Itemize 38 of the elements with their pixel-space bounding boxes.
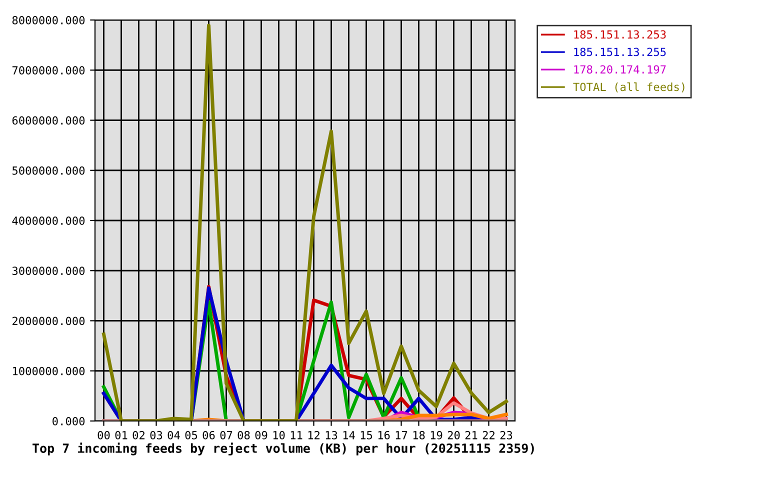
x-tick-label: 02 [132,430,144,440]
x-tick-label: 12 [308,430,320,440]
legend-label: TOTAL (all feeds) [573,82,684,92]
x-tick-label: 07 [220,430,232,440]
x-tick-label: 22 [482,430,494,440]
y-tick-label: 2000000.000 [12,316,85,326]
x-tick-label: 04 [168,430,180,440]
x-tick-label: 06 [202,430,215,440]
legend-label: 178.20.174.197 [574,65,666,74]
x-tick-label: 00 [98,430,110,440]
x-tick-label: 13 [326,430,338,440]
x-tick-label: 05 [185,430,198,440]
x-tick-label: 09 [255,430,268,440]
x-tick-label: 03 [150,430,162,440]
x-tick-label: 11 [290,431,302,440]
x-tick-label: 20 [448,430,460,440]
y-tick-label: 3000000.000 [12,266,85,276]
x-tick-label: 18 [413,430,425,440]
x-tick-label: 10 [273,430,285,440]
legend-label: 185.151.13.255 [574,48,666,56]
x-tick-label: 21 [465,430,478,440]
y-tick-label: 6000000.000 [12,116,85,125]
y-tick-label: 7000000.000 [12,66,85,75]
x-tick-label: 15 [360,431,372,440]
legend-label: 185.151.13.253 [574,30,666,39]
y-tick-label: 4000000.000 [12,216,85,225]
y-tick-label: 0.000 [52,417,85,426]
y-tick-label: 1000000.000 [13,366,85,376]
x-tick-label: 08 [238,430,250,440]
x-tick-label: 19 [430,430,442,440]
y-tick-label: 5000000.000 [12,166,85,175]
x-tick-label: 14 [343,431,355,440]
y-tick-label: 8000000.000 [12,16,85,24]
text: Top 7 incoming feeds by reject volume (KB) per hour (20251115 2359) [32,442,534,456]
x-tick-label: 16 [378,430,390,440]
x-tick-label: 17 [396,431,408,440]
x-tick-label: 01 [115,430,128,440]
x-tick-label: 23 [500,430,512,440]
